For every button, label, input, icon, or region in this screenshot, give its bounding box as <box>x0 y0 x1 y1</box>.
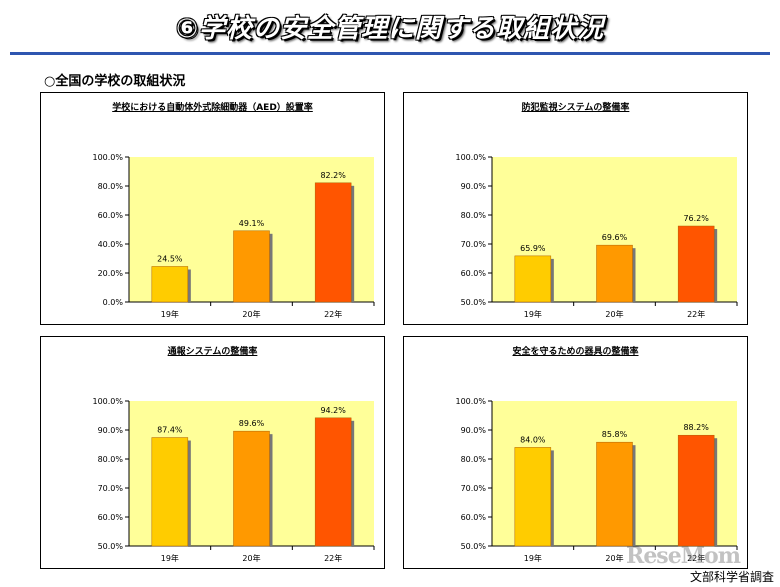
chart-svg: 50.0% 60.0% 70.0% 80.0% 90.0% 100.0% 87.4% 19年 8… <box>92 397 375 563</box>
bar <box>151 266 189 303</box>
y-tick-label: 40.0% <box>98 240 124 249</box>
data-label: 49.1% <box>239 219 265 228</box>
y-tick-label: 90.0% <box>98 426 124 435</box>
data-label: 94.2% <box>320 406 346 415</box>
y-tick-label: 60.0% <box>461 269 487 278</box>
bar <box>596 244 633 303</box>
bar <box>514 255 552 303</box>
chart-svg: 50.0% 60.0% 70.0% 80.0% 90.0% 100.0% 65.9% 19年 6… <box>455 153 738 319</box>
y-tick-label: 100.0% <box>455 397 486 406</box>
x-tick-label: 19年 <box>524 553 542 563</box>
x-tick-label: 22年 <box>324 309 342 319</box>
x-tick-label: 20年 <box>605 553 623 563</box>
x-tick-label: 20年 <box>242 309 260 319</box>
bar <box>314 182 352 303</box>
data-label: 24.5% <box>157 254 183 263</box>
bar <box>677 434 715 547</box>
y-tick-label: 20.0% <box>98 269 124 278</box>
chart-panel-safety-equipment: 安全を守るための器具の整備率 50.0% 60.0% 70.0% 80.0% 90.0%… <box>403 336 748 569</box>
data-label: 65.9% <box>520 244 546 253</box>
data-label: 89.6% <box>239 419 265 428</box>
x-tick-label: 20年 <box>242 553 260 563</box>
y-tick-label: 90.0% <box>461 182 487 191</box>
y-tick-label: 100.0% <box>92 153 123 162</box>
bar <box>233 430 270 547</box>
chart-panel-security-camera: 防犯監視システムの整備率 50.0% 60.0% 70.0% 80.0% 90.0% 10… <box>403 92 748 325</box>
y-tick-label: 80.0% <box>98 455 124 464</box>
y-tick-label: 80.0% <box>461 211 487 220</box>
title-rule <box>10 52 770 55</box>
y-tick-label: 70.0% <box>461 484 487 493</box>
bar <box>314 417 352 547</box>
y-tick-label: 70.0% <box>98 484 124 493</box>
section-subheading: ○全国の学校の取組状況 <box>44 74 186 89</box>
chart-panel-aed: 学校における自動体外式除細動器（AED）設置率 0.0% 20.0% 40.0% 60… <box>40 92 385 325</box>
chart-title: 安全を守るための器具の整備率 <box>512 347 639 357</box>
y-tick-label: 70.0% <box>461 240 487 249</box>
y-tick-label: 0.0% <box>103 298 124 307</box>
y-tick-label: 100.0% <box>92 397 123 406</box>
y-tick-label: 60.0% <box>461 513 487 522</box>
chart-title: 防犯監視システムの整備率 <box>521 103 630 113</box>
x-tick-label: 22年 <box>324 553 342 563</box>
bar <box>596 441 633 547</box>
bar <box>677 225 715 303</box>
data-label: 87.4% <box>157 426 183 435</box>
x-tick-label: 22年 <box>687 553 705 563</box>
x-tick-label: 19年 <box>524 309 542 319</box>
bar <box>233 230 270 303</box>
data-label: 85.8% <box>602 430 628 439</box>
y-tick-label: 100.0% <box>455 153 486 162</box>
source-note: 文部科学省調査 <box>689 570 774 584</box>
y-tick-label: 60.0% <box>98 211 124 220</box>
x-tick-label: 22年 <box>687 309 705 319</box>
x-tick-label: 19年 <box>161 309 179 319</box>
data-label: 76.2% <box>683 214 709 223</box>
data-label: 84.0% <box>520 435 546 444</box>
x-tick-label: 19年 <box>161 553 179 563</box>
page-title: ⑥学校の安全管理に関する取組状況 <box>175 14 604 44</box>
y-tick-label: 50.0% <box>98 542 124 551</box>
y-tick-label: 80.0% <box>98 182 124 191</box>
bar <box>514 447 552 547</box>
y-tick-label: 50.0% <box>461 542 487 551</box>
chart-panel-alert-system: 通報システムの整備率 50.0% 60.0% 70.0% 80.0% 90.0% 100.… <box>40 336 385 569</box>
watermark-logo: ReseMom <box>626 543 741 569</box>
chart-svg: 0.0% 20.0% 40.0% 60.0% 80.0% 100.0% 24.5% 19年 49… <box>92 153 375 319</box>
chart-title: 通報システムの整備率 <box>167 347 258 357</box>
chart-title: 学校における自動体外式除細動器（AED）設置率 <box>112 103 313 113</box>
chart-svg: 50.0% 60.0% 70.0% 80.0% 90.0% 100.0% 84.0% 19年 8… <box>455 397 738 563</box>
data-label: 88.2% <box>683 423 709 432</box>
bar <box>151 437 189 547</box>
x-tick-label: 20年 <box>605 309 623 319</box>
y-tick-label: 90.0% <box>461 426 487 435</box>
y-tick-label: 80.0% <box>461 455 487 464</box>
y-tick-label: 60.0% <box>98 513 124 522</box>
data-label: 82.2% <box>320 171 346 180</box>
data-label: 69.6% <box>602 233 628 242</box>
y-tick-label: 50.0% <box>461 298 487 307</box>
